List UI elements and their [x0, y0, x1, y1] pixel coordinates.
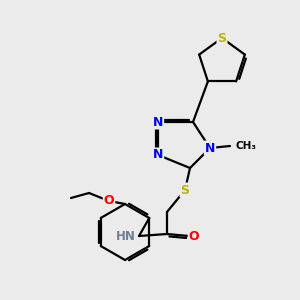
Text: N: N	[205, 142, 215, 154]
Text: S: S	[218, 32, 226, 44]
Text: O: O	[104, 194, 114, 208]
Text: CH₃: CH₃	[236, 141, 257, 151]
Text: O: O	[189, 230, 199, 242]
Text: N: N	[153, 148, 163, 161]
Text: HN: HN	[116, 230, 136, 242]
Text: S: S	[181, 184, 190, 196]
Text: N: N	[153, 116, 163, 128]
